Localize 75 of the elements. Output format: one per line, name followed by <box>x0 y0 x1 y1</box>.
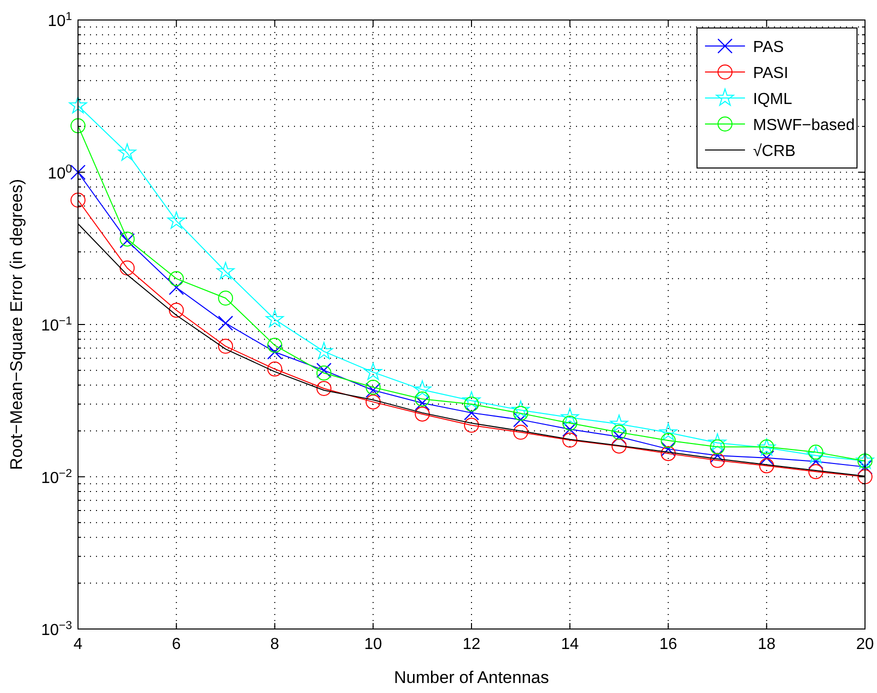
y-tick-label: 10$^{−2}$ <box>41 468 72 487</box>
y-tick-label: 10$^{−1}$ <box>41 316 72 334</box>
point <box>708 433 726 451</box>
y-tick-label: 10$^{1}$ <box>48 11 72 30</box>
x-tick-label: 4 <box>74 636 83 653</box>
point <box>218 338 234 354</box>
point <box>660 433 676 448</box>
point <box>660 441 676 457</box>
legend-label: PAS <box>753 39 784 56</box>
point <box>710 452 725 468</box>
point <box>68 96 88 114</box>
point <box>710 448 726 464</box>
point <box>513 412 528 428</box>
point <box>168 302 184 318</box>
point <box>366 394 381 410</box>
x-tick-label: 6 <box>172 636 181 653</box>
point <box>659 423 678 440</box>
point <box>464 405 480 420</box>
point <box>464 418 479 433</box>
y-tick-label: 10$^{0}$ <box>48 163 72 182</box>
point <box>806 446 825 464</box>
point <box>562 422 578 437</box>
point <box>759 458 774 474</box>
point <box>610 414 628 432</box>
point <box>414 392 430 407</box>
x-tick-label: 14 <box>560 636 579 653</box>
point <box>414 395 430 411</box>
point <box>316 362 332 378</box>
point <box>266 310 284 328</box>
point <box>366 382 381 398</box>
legend-label: √CRB <box>753 143 796 160</box>
point <box>168 280 184 296</box>
point <box>120 260 135 276</box>
point <box>611 429 627 444</box>
point <box>167 211 186 229</box>
point <box>70 192 86 208</box>
point <box>414 406 430 422</box>
point <box>512 400 530 418</box>
point <box>267 362 282 377</box>
x-tick-label: 20 <box>856 636 874 653</box>
point <box>267 338 282 353</box>
point <box>316 366 332 381</box>
point <box>612 424 627 440</box>
legend-label: PASI <box>753 65 788 82</box>
point <box>70 118 86 134</box>
x-tick-label: 18 <box>758 636 776 653</box>
point <box>808 464 824 480</box>
point <box>364 362 382 380</box>
legend-label: MSWF−based <box>753 117 855 134</box>
point <box>858 469 872 484</box>
point <box>660 446 676 462</box>
point <box>118 143 136 161</box>
point <box>612 438 627 454</box>
x-axis-title: Number of Antennas <box>394 668 549 687</box>
point <box>366 380 381 395</box>
y-axis-title: Root−Mean−Square Error (in degrees) <box>7 178 26 470</box>
point <box>218 290 234 306</box>
x-tick-label: 10 <box>364 636 382 653</box>
point <box>314 342 333 360</box>
x-tick-label: 8 <box>270 636 280 653</box>
point <box>562 432 578 448</box>
point <box>513 424 528 440</box>
x-tick-label: 12 <box>462 636 480 653</box>
point <box>316 380 332 396</box>
point <box>216 262 235 280</box>
point <box>413 380 432 398</box>
point <box>168 271 184 286</box>
x-tick-label: 16 <box>659 636 678 653</box>
point <box>560 408 579 426</box>
legend-label: IQML <box>753 91 792 108</box>
y-tick-label: 10$^{−3}$ <box>41 620 72 639</box>
point <box>462 391 481 408</box>
point <box>218 316 234 331</box>
point <box>70 164 86 180</box>
point <box>267 344 282 360</box>
